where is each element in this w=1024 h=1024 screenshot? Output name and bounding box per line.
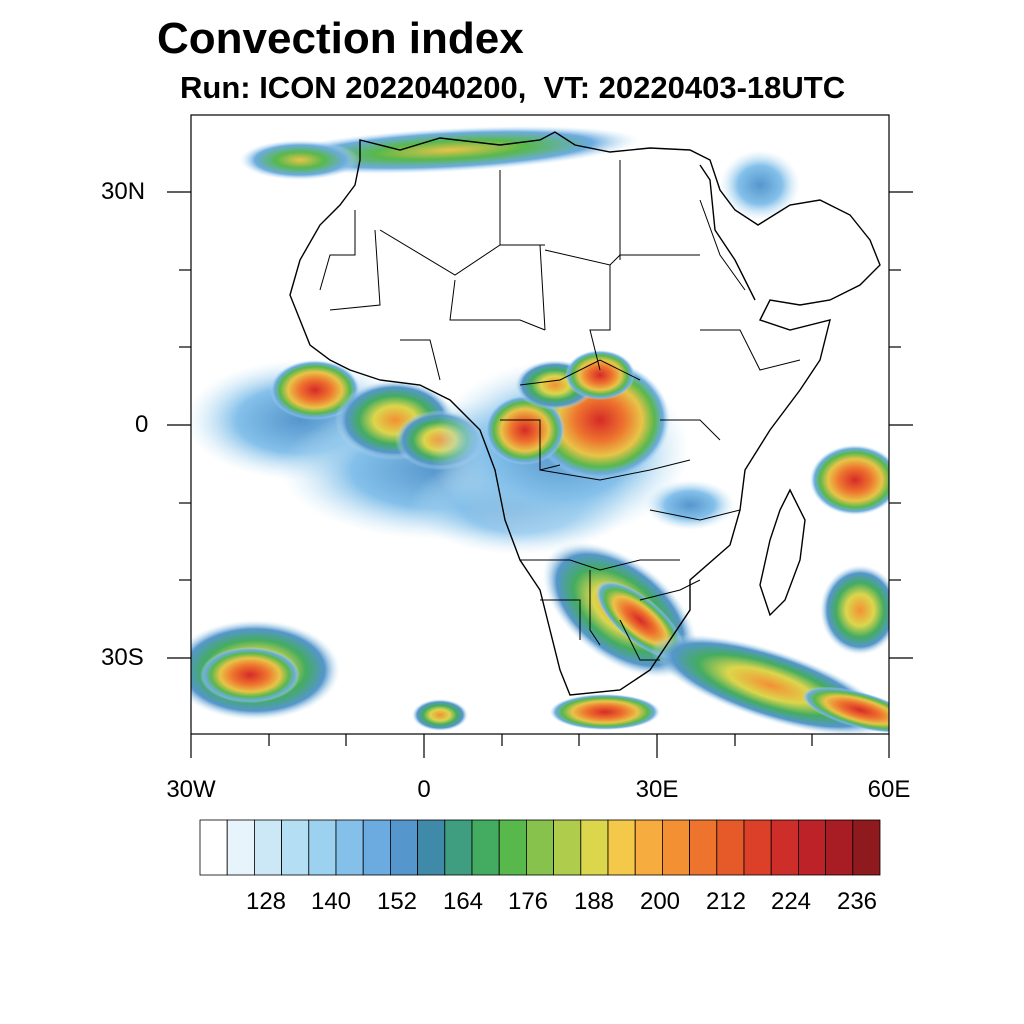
convection-field <box>191 125 889 734</box>
colorbar-swatch <box>444 819 473 876</box>
y-label-30s: 30S <box>101 644 144 671</box>
colorbar-swatch <box>798 819 827 876</box>
colorbar-swatch <box>199 819 228 876</box>
colorbar-swatch <box>743 819 772 876</box>
colorbar-label: 188 <box>573 888 615 915</box>
colorbar-swatch <box>526 819 555 876</box>
axis-ticks <box>167 191 913 758</box>
colorbar-swatch <box>852 819 881 876</box>
colorbar-swatch <box>389 819 418 876</box>
colorbar-swatch <box>607 819 636 876</box>
colorbar-swatch <box>634 819 663 876</box>
coastlines <box>289 131 881 696</box>
colorbar-swatch <box>716 819 745 876</box>
colorbar-swatch <box>335 819 364 876</box>
colorbar-swatch <box>553 819 582 876</box>
colorbar-label: 236 <box>836 888 878 915</box>
colorbar-label: 152 <box>376 888 418 915</box>
y-label-0: 0 <box>135 411 149 438</box>
colorbar-swatch <box>226 819 255 876</box>
country-borders <box>319 160 801 661</box>
colorbar <box>199 819 881 876</box>
colorbar-label: 224 <box>770 888 812 915</box>
colorbar-swatch <box>281 819 310 876</box>
x-label-0: 0 <box>417 776 431 803</box>
y-label-30n: 30N <box>101 178 146 205</box>
x-label-30w: 30W <box>166 776 216 803</box>
colorbar-label: 212 <box>705 888 747 915</box>
colorbar-swatch <box>770 819 799 876</box>
colorbar-label: 176 <box>507 888 549 915</box>
colorbar-label: 164 <box>442 888 484 915</box>
colorbar-swatch <box>580 819 609 876</box>
colorbar-label: 128 <box>245 888 287 915</box>
chart-subtitle: Run: ICON 2022040200, VT: 20220403-18UTC <box>180 70 846 105</box>
x-label-60e: 60E <box>867 776 911 803</box>
colorbar-swatch <box>825 819 854 876</box>
chart-title: Convection index <box>157 14 524 63</box>
x-label-30e: 30E <box>635 776 679 803</box>
colorbar-swatch <box>253 819 282 876</box>
colorbar-label: 140 <box>310 888 352 915</box>
colorbar-swatch <box>308 819 337 876</box>
colorbar-swatch <box>362 819 391 876</box>
colorbar-swatch <box>662 819 691 876</box>
colorbar-swatch <box>498 819 527 876</box>
colorbar-swatch <box>471 819 500 876</box>
colorbar-label: 200 <box>639 888 681 915</box>
colorbar-swatch <box>417 819 446 876</box>
colorbar-swatch <box>689 819 718 876</box>
